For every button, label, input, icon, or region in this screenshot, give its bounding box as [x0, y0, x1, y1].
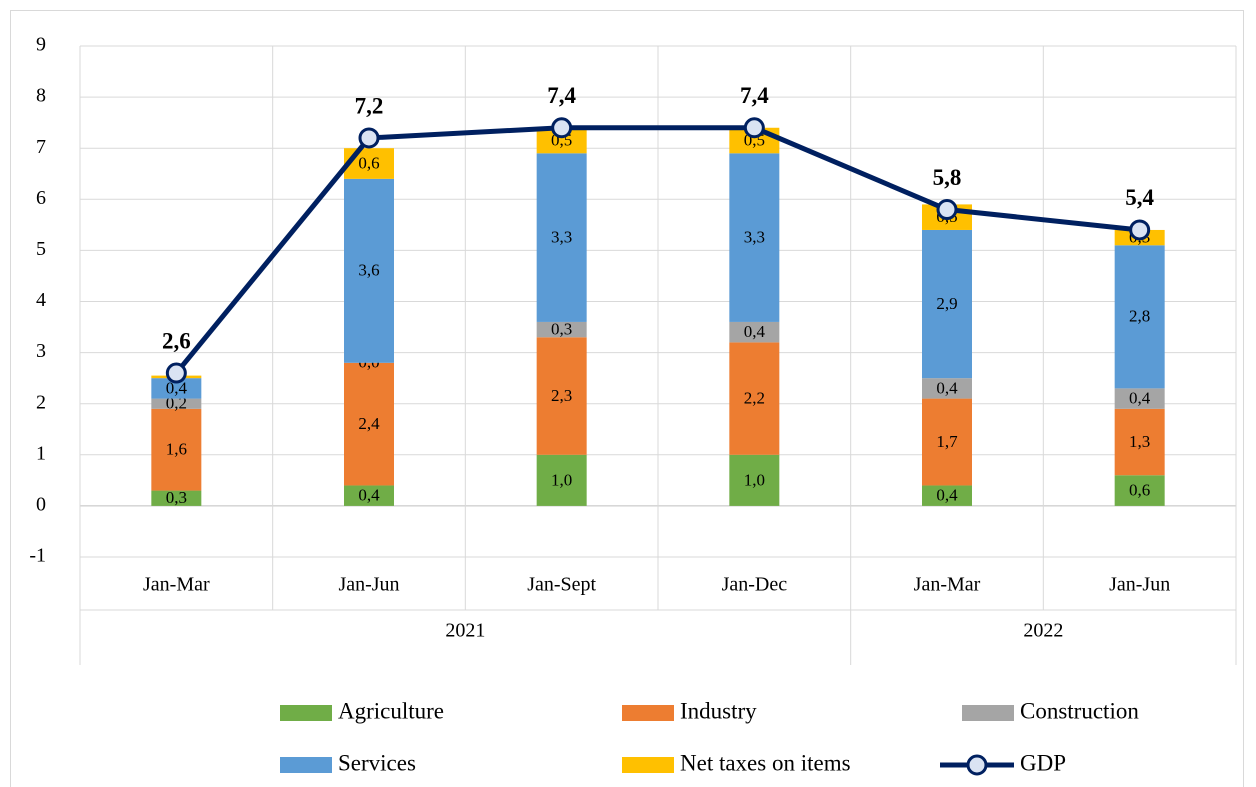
gdp-point — [936, 199, 958, 221]
legend-swatch — [622, 757, 674, 773]
gdp-data-label: 7,4 — [740, 83, 769, 108]
data-label: 1,0 — [744, 470, 765, 489]
legend-marker — [966, 754, 988, 776]
data-label: 2,9 — [936, 294, 957, 313]
legend-label: GDP — [1020, 750, 1066, 775]
data-label: 1,7 — [936, 432, 958, 451]
data-label: 1,6 — [166, 440, 187, 459]
gdp-line — [174, 125, 1140, 375]
bar-segment — [729, 321, 780, 343]
bar-segment — [536, 153, 587, 322]
chart-frame — [10, 10, 1244, 787]
data-label: 1,3 — [1129, 432, 1150, 451]
y-tick-label: 8 — [36, 85, 46, 107]
bar-segment — [536, 454, 587, 506]
x-tick-label: Jan-Mar — [143, 574, 210, 596]
y-tick-label: -1 — [29, 545, 46, 567]
bar-segment — [729, 153, 780, 322]
data-label: 0,6 — [1129, 480, 1150, 499]
gdp-data-label: 7,2 — [355, 93, 384, 118]
legend-swatch — [962, 705, 1014, 721]
data-label: 3,6 — [358, 261, 379, 280]
x-tick-label: Jan-Mar — [914, 574, 981, 596]
legend-label: Construction — [1020, 698, 1139, 723]
bar-segment — [922, 378, 972, 399]
x-tick-label: Jan-Jun — [1109, 574, 1170, 596]
bar-segment — [151, 490, 202, 506]
bar-segment — [344, 362, 394, 486]
y-tick-label: 7 — [36, 136, 46, 158]
legend-label: Services — [338, 750, 416, 775]
bar-segment — [344, 178, 394, 363]
bar-segment — [536, 337, 587, 455]
data-label: 0,3 — [166, 488, 187, 507]
data-label: 2,8 — [1129, 307, 1150, 326]
data-label: 2,3 — [551, 386, 572, 405]
legend-label: Industry — [680, 698, 757, 723]
gdp-data-label: 7,4 — [547, 83, 576, 108]
data-label: 0,4 — [744, 322, 766, 341]
bar-segment — [1114, 388, 1165, 409]
gdp-point — [358, 127, 380, 149]
data-label: 0,4 — [166, 378, 188, 397]
x-tick-label: Jan-Dec — [722, 574, 788, 596]
bar-segment — [922, 485, 972, 506]
bar-segment — [151, 408, 202, 491]
data-label: 0,4 — [936, 486, 958, 505]
data-label: 0,4 — [358, 486, 380, 505]
legend-swatch — [622, 705, 674, 721]
group-label: 2022 — [1023, 620, 1063, 642]
y-tick-label: 2 — [36, 391, 46, 413]
data-label: 0,4 — [936, 378, 958, 397]
legend-label: Agriculture — [338, 698, 444, 723]
group-label: 2021 — [445, 620, 485, 642]
data-label: 2,4 — [358, 414, 380, 433]
gdp-point — [165, 362, 187, 384]
bar-segment — [922, 229, 972, 379]
x-tick-label: Jan-Sept — [527, 574, 596, 596]
x-tick-label: Jan-Jun — [338, 574, 399, 596]
gdp-point — [551, 117, 573, 139]
data-label: 2,2 — [744, 388, 765, 407]
gdp-data-label: 2,6 — [162, 328, 191, 353]
data-label: 3,3 — [551, 228, 572, 247]
y-tick-label: 6 — [36, 187, 46, 209]
y-tick-label: 9 — [36, 34, 46, 56]
bar-segment — [1114, 475, 1165, 506]
y-tick-label: 1 — [36, 442, 46, 464]
legend-swatch — [280, 757, 332, 773]
bar-segment — [1114, 408, 1165, 476]
bar-segment — [344, 148, 394, 179]
gdp-data-label: 5,8 — [933, 165, 962, 190]
bar-segment — [729, 342, 780, 455]
data-label: 0,6 — [358, 153, 379, 172]
y-tick-label: 3 — [36, 340, 46, 362]
bar-segment — [1114, 245, 1165, 389]
bar-segment — [151, 378, 202, 399]
bar-segment — [536, 321, 587, 338]
legend-label: Net taxes on items — [680, 750, 851, 775]
y-tick-label: 5 — [36, 238, 46, 260]
data-label: 3,3 — [744, 228, 765, 247]
gdp-point — [743, 117, 765, 139]
bar-segment — [922, 398, 972, 486]
gdp-data-label: 5,4 — [1125, 185, 1154, 210]
legend-swatch — [280, 705, 332, 721]
data-label: 0,4 — [1129, 388, 1151, 407]
bar-segment — [729, 454, 780, 506]
bar-segment — [344, 485, 394, 506]
bar-segment — [151, 398, 202, 409]
y-tick-label: 4 — [36, 289, 46, 311]
data-label: 0,3 — [551, 320, 572, 339]
data-label: 1,0 — [551, 470, 572, 489]
y-tick-label: 0 — [36, 493, 46, 515]
gdp-point — [1129, 219, 1151, 241]
